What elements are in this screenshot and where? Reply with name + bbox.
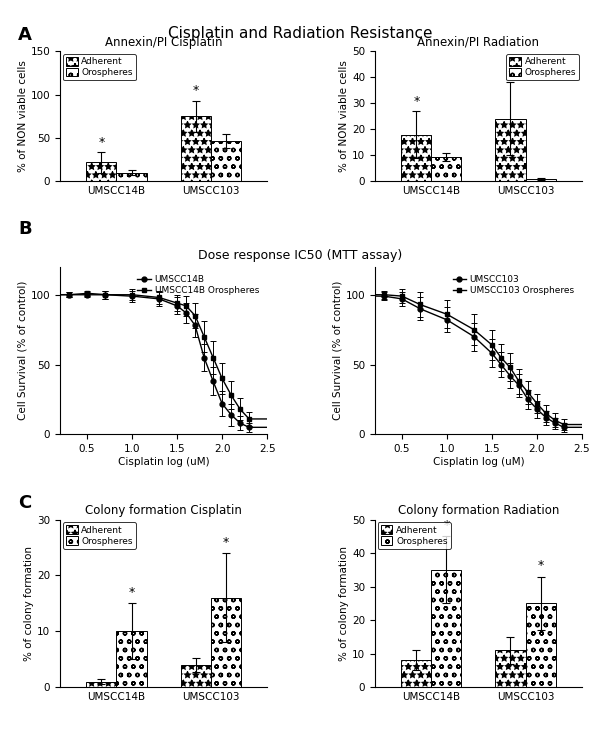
- Legend: Adherent, Orospheres: Adherent, Orospheres: [506, 54, 579, 80]
- Bar: [116, 173, 146, 181]
- Legend: Adherent, Orospheres: Adherent, Orospheres: [377, 523, 451, 549]
- Text: Dose response IC50 (MTT assay): Dose response IC50 (MTT assay): [198, 249, 402, 262]
- Y-axis label: % of NON viable cells: % of NON viable cells: [18, 61, 28, 173]
- Y-axis label: % of colony formation: % of colony formation: [339, 546, 349, 661]
- Y-axis label: % of colony formation: % of colony formation: [25, 546, 34, 661]
- Bar: [211, 140, 241, 181]
- Title: Colony formation Cisplatin: Colony formation Cisplatin: [85, 504, 242, 517]
- Bar: [496, 651, 526, 687]
- Bar: [181, 116, 211, 181]
- Y-axis label: % of NON viable cells: % of NON viable cells: [339, 61, 349, 173]
- Text: *: *: [508, 67, 514, 79]
- Y-axis label: Cell Survival (% of control): Cell Survival (% of control): [18, 281, 28, 420]
- Text: *: *: [538, 559, 544, 572]
- Bar: [116, 632, 146, 687]
- Bar: [496, 119, 526, 181]
- Text: *: *: [443, 519, 449, 532]
- Legend: UMSCC103, UMSCC103 Orospheres: UMSCC103, UMSCC103 Orospheres: [449, 271, 577, 298]
- Legend: Adherent, Orospheres: Adherent, Orospheres: [63, 54, 136, 80]
- Bar: [401, 135, 431, 181]
- Bar: [431, 570, 461, 687]
- Title: Colony formation Radiation: Colony formation Radiation: [398, 504, 559, 517]
- Bar: [401, 660, 431, 687]
- Text: *: *: [128, 586, 134, 599]
- Bar: [526, 603, 556, 687]
- Text: *: *: [193, 84, 199, 97]
- Bar: [86, 681, 116, 687]
- Bar: [211, 598, 241, 687]
- Bar: [181, 664, 211, 687]
- Text: A: A: [18, 26, 32, 44]
- Bar: [86, 162, 116, 181]
- Legend: Adherent, Orospheres: Adherent, Orospheres: [63, 523, 136, 549]
- Legend: UMSCC14B, UMSCC14B Orospheres: UMSCC14B, UMSCC14B Orospheres: [134, 271, 263, 298]
- Y-axis label: Cell Survival (% of control): Cell Survival (% of control): [333, 281, 343, 420]
- Text: *: *: [98, 136, 104, 148]
- Bar: [431, 156, 461, 181]
- Text: Cisplatin and Radiation Resistance: Cisplatin and Radiation Resistance: [168, 26, 432, 41]
- Text: *: *: [413, 95, 419, 108]
- Text: *: *: [223, 536, 229, 549]
- Title: Annexin/PI Cisplatin: Annexin/PI Cisplatin: [105, 36, 223, 49]
- Text: C: C: [18, 494, 31, 512]
- Bar: [526, 179, 556, 181]
- X-axis label: Cisplatin log (uM): Cisplatin log (uM): [433, 457, 524, 467]
- X-axis label: Cisplatin log (uM): Cisplatin log (uM): [118, 457, 209, 467]
- Title: Annexin/PI Radiation: Annexin/PI Radiation: [418, 36, 539, 49]
- Text: B: B: [18, 219, 32, 238]
